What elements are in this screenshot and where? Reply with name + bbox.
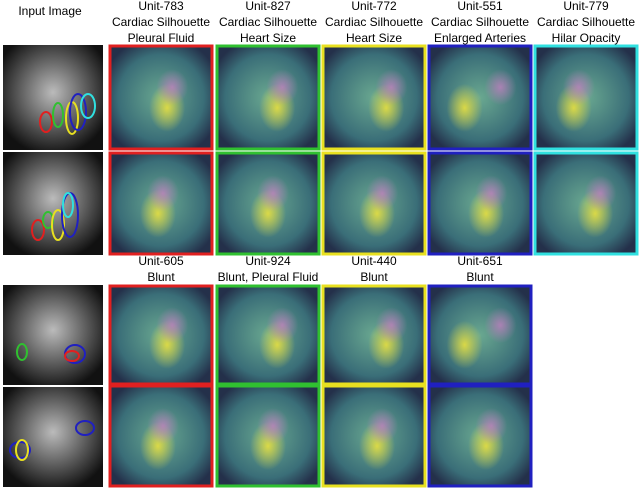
activation: [266, 307, 299, 344]
unit-columns: Unit-783 Cardiac Silhouette Pleural Fluid U…: [108, 0, 639, 488]
unit-label: Heart Size: [346, 31, 402, 45]
unit-label: Hilar Opacity: [552, 31, 621, 45]
xray: [3, 45, 103, 150]
unit-label: Cardiac Silhouette: [325, 15, 423, 29]
activation: [484, 307, 517, 344]
activation: [484, 69, 517, 106]
activation: [257, 408, 290, 444]
unit-label: Cardiac Silhouette: [112, 15, 210, 29]
unit-label: Unit-440: [351, 254, 397, 268]
unit-label: Unit-827: [245, 0, 291, 13]
activation: [375, 69, 408, 106]
activation: [375, 307, 408, 344]
unit-label: Heart Size: [240, 31, 296, 45]
unit-label: Blunt: [360, 270, 388, 284]
xray: [3, 387, 103, 487]
activation: [562, 69, 595, 106]
activation: [257, 175, 290, 212]
activation: [147, 408, 180, 444]
activation: [156, 307, 189, 344]
xray: [3, 152, 103, 255]
unit-label: Unit-783: [138, 0, 184, 13]
unit-label: Blunt: [466, 270, 494, 284]
activation: [366, 408, 399, 444]
activation: [366, 175, 399, 212]
unit-label: Unit-924: [245, 254, 291, 268]
activation: [156, 69, 189, 106]
unit-label: Unit-772: [351, 0, 397, 13]
unit-label: Blunt, Pleural Fluid: [218, 270, 319, 284]
input-images: [3, 45, 103, 487]
unit-label: Cardiac Silhouette: [219, 15, 317, 29]
activation: [147, 175, 180, 212]
activation: [446, 320, 483, 369]
unit-label: Unit-779: [563, 0, 609, 13]
unit-label: Blunt: [147, 270, 175, 284]
activation: [266, 69, 299, 106]
activation: [446, 83, 483, 132]
contours: [9, 93, 96, 461]
activation: [475, 408, 508, 444]
xray: [3, 285, 103, 385]
unit-label: Cardiac Silhouette: [431, 15, 529, 29]
unit-label: Unit-651: [457, 254, 503, 268]
activation: [584, 175, 617, 212]
unit-label: Cardiac Silhouette: [537, 15, 635, 29]
unit-label: Unit-605: [138, 254, 184, 268]
unit-label: Pleural Fluid: [128, 31, 195, 45]
unit-label: Enlarged Arteries: [434, 31, 526, 45]
activation: [475, 175, 508, 212]
input-label: Input Image: [18, 4, 82, 18]
unit-label: Unit-551: [457, 0, 503, 13]
